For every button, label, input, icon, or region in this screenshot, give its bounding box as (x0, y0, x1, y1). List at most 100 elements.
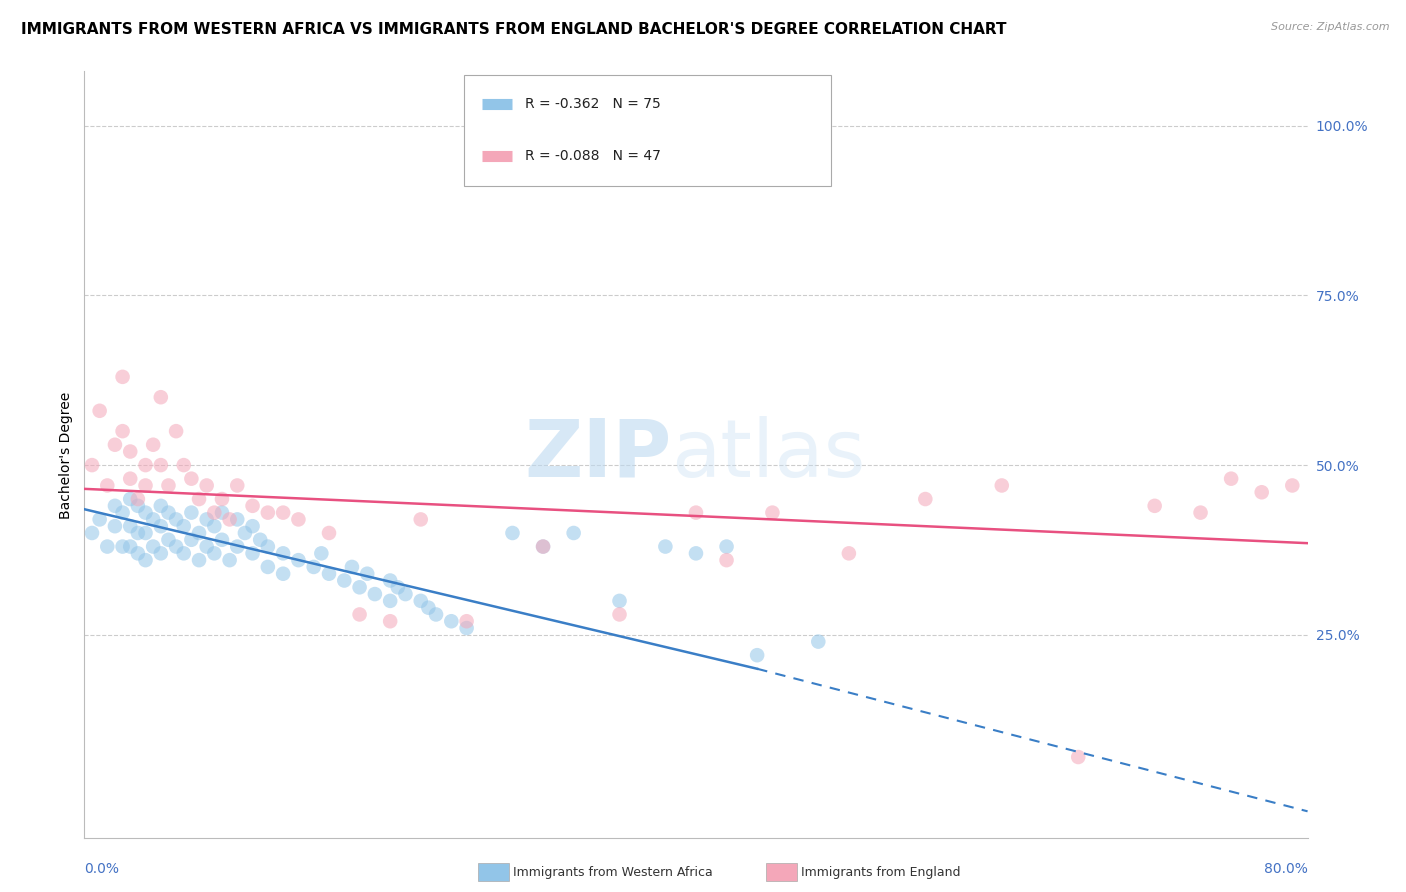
Point (387, 580, 409, 594)
Point (609, 607, 631, 622)
Point (1067, 750, 1090, 764)
Point (127, 546, 149, 560)
Text: atlas: atlas (672, 416, 866, 494)
Point (1143, 499, 1166, 513)
Point (135, 526, 157, 541)
Point (340, 560, 363, 574)
Point (685, 506, 707, 520)
Point (333, 574, 356, 588)
Point (135, 506, 157, 520)
Point (127, 491, 149, 506)
Point (242, 519, 264, 533)
Point (111, 424, 134, 438)
Point (188, 491, 211, 506)
Text: R = -0.362   N = 75: R = -0.362 N = 75 (524, 97, 661, 112)
Point (104, 438, 127, 452)
Point (1220, 472, 1243, 486)
Point (211, 491, 233, 506)
Point (80, 526, 103, 541)
Point (609, 594, 631, 608)
Point (425, 607, 447, 622)
Point (135, 553, 157, 567)
Point (120, 472, 142, 486)
Text: 0.0%: 0.0% (84, 863, 120, 876)
Point (257, 506, 280, 520)
Point (502, 526, 524, 541)
Text: IMMIGRANTS FROM WESTERN AFRICA VS IMMIGRANTS FROM ENGLAND BACHELOR'S DEGREE CORR: IMMIGRANTS FROM WESTERN AFRICA VS IMMIGR… (21, 22, 1007, 37)
Point (127, 526, 149, 541)
Point (135, 478, 157, 492)
Point (531, 540, 554, 554)
Text: R = -0.088   N = 47: R = -0.088 N = 47 (524, 149, 661, 162)
Point (149, 390, 172, 404)
Point (120, 519, 142, 533)
Point (157, 478, 180, 492)
Point (233, 526, 256, 541)
Y-axis label: Bachelor's Degree: Bachelor's Degree (59, 392, 73, 518)
Point (104, 499, 127, 513)
Point (685, 546, 707, 560)
Point (202, 519, 225, 533)
Point (409, 594, 432, 608)
Point (249, 533, 271, 547)
Point (349, 580, 371, 594)
Point (149, 519, 172, 533)
Point (157, 533, 180, 547)
Point (761, 506, 783, 520)
Point (257, 540, 280, 554)
Point (211, 533, 233, 547)
Point (195, 512, 218, 526)
Point (747, 648, 769, 663)
Point (807, 634, 830, 648)
Point (188, 553, 211, 567)
Point (418, 600, 440, 615)
Text: Immigrants from England: Immigrants from England (801, 866, 960, 879)
Point (271, 546, 294, 560)
Point (271, 506, 294, 520)
Text: 80.0%: 80.0% (1264, 863, 1308, 876)
Point (531, 540, 554, 554)
Point (1281, 478, 1303, 492)
Point (202, 506, 225, 520)
Point (287, 512, 309, 526)
Point (127, 499, 149, 513)
Point (120, 491, 142, 506)
Text: Source: ZipAtlas.com: Source: ZipAtlas.com (1271, 22, 1389, 32)
Point (218, 553, 240, 567)
Point (111, 369, 134, 384)
Point (173, 546, 195, 560)
Point (173, 458, 195, 472)
Point (80, 458, 103, 472)
Point (1189, 506, 1212, 520)
Point (242, 546, 264, 560)
Point (562, 526, 585, 541)
Point (991, 478, 1014, 492)
Point (409, 512, 432, 526)
Point (142, 512, 165, 526)
Point (142, 540, 165, 554)
Point (716, 553, 738, 567)
Point (914, 491, 936, 506)
Point (380, 614, 402, 628)
Point (180, 506, 202, 520)
Point (173, 519, 195, 533)
Point (242, 499, 264, 513)
Point (96, 540, 118, 554)
Point (188, 526, 211, 541)
Point (364, 587, 387, 601)
Point (111, 506, 134, 520)
Point (394, 587, 416, 601)
Point (1250, 485, 1272, 500)
Point (96, 478, 118, 492)
Point (142, 438, 165, 452)
Text: Immigrants from Western Africa: Immigrants from Western Africa (513, 866, 713, 879)
Point (120, 444, 142, 458)
Point (654, 540, 676, 554)
Point (211, 506, 233, 520)
Point (380, 594, 402, 608)
Point (195, 540, 218, 554)
Point (257, 560, 280, 574)
Point (157, 506, 180, 520)
Point (89, 512, 111, 526)
Point (165, 540, 187, 554)
